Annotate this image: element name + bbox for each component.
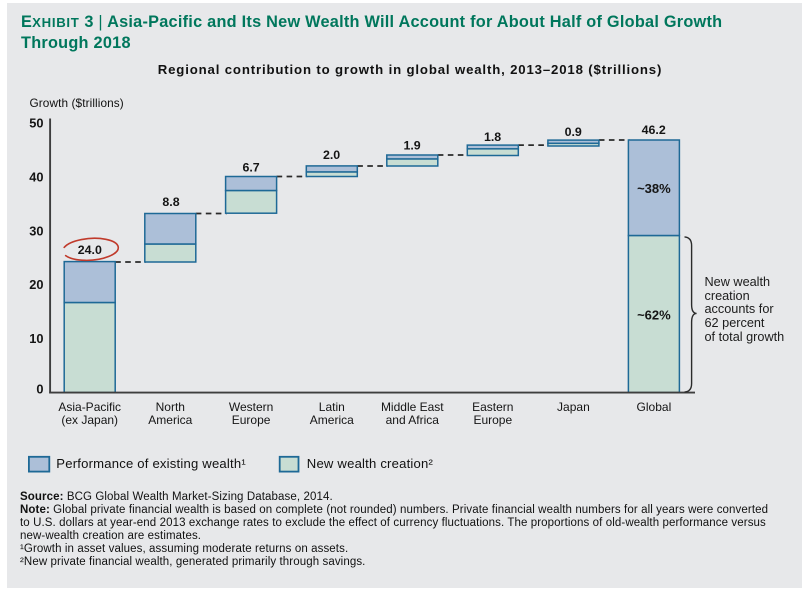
svg-text:Western: Western [229, 400, 273, 414]
svg-text:Europe: Europe [473, 413, 512, 427]
svg-text:~38%: ~38% [637, 181, 671, 196]
svg-text:1.8: 1.8 [484, 130, 501, 144]
svg-text:Eastern: Eastern [472, 400, 513, 414]
svg-text:~62%: ~62% [637, 307, 671, 322]
svg-text:Asia-Pacific: Asia-Pacific [58, 400, 121, 414]
svg-text:50: 50 [29, 116, 43, 131]
svg-text:20: 20 [29, 277, 43, 292]
svg-text:America: America [148, 413, 192, 427]
svg-text:Global: Global [637, 400, 672, 414]
svg-text:24.0: 24.0 [78, 243, 102, 257]
svg-text:North: North [156, 400, 185, 414]
svg-text:Japan: Japan [557, 400, 590, 414]
svg-text:Europe: Europe [232, 413, 271, 427]
svg-text:(ex Japan): (ex Japan) [61, 413, 118, 427]
svg-text:8.8: 8.8 [162, 195, 179, 209]
svg-text:0.9: 0.9 [565, 125, 582, 139]
svg-text:30: 30 [29, 223, 43, 238]
svg-text:1.9: 1.9 [403, 138, 420, 152]
svg-text:and Africa: and Africa [386, 413, 440, 427]
svg-text:Middle East: Middle East [381, 400, 444, 414]
svg-text:40: 40 [29, 170, 43, 185]
svg-text:6.7: 6.7 [242, 160, 259, 174]
svg-text:46.2: 46.2 [642, 123, 666, 137]
svg-text:Latin: Latin [319, 400, 345, 414]
svg-text:America: America [310, 413, 354, 427]
svg-text:0: 0 [36, 381, 43, 396]
svg-text:2.0: 2.0 [323, 148, 340, 162]
svg-text:10: 10 [29, 331, 43, 346]
